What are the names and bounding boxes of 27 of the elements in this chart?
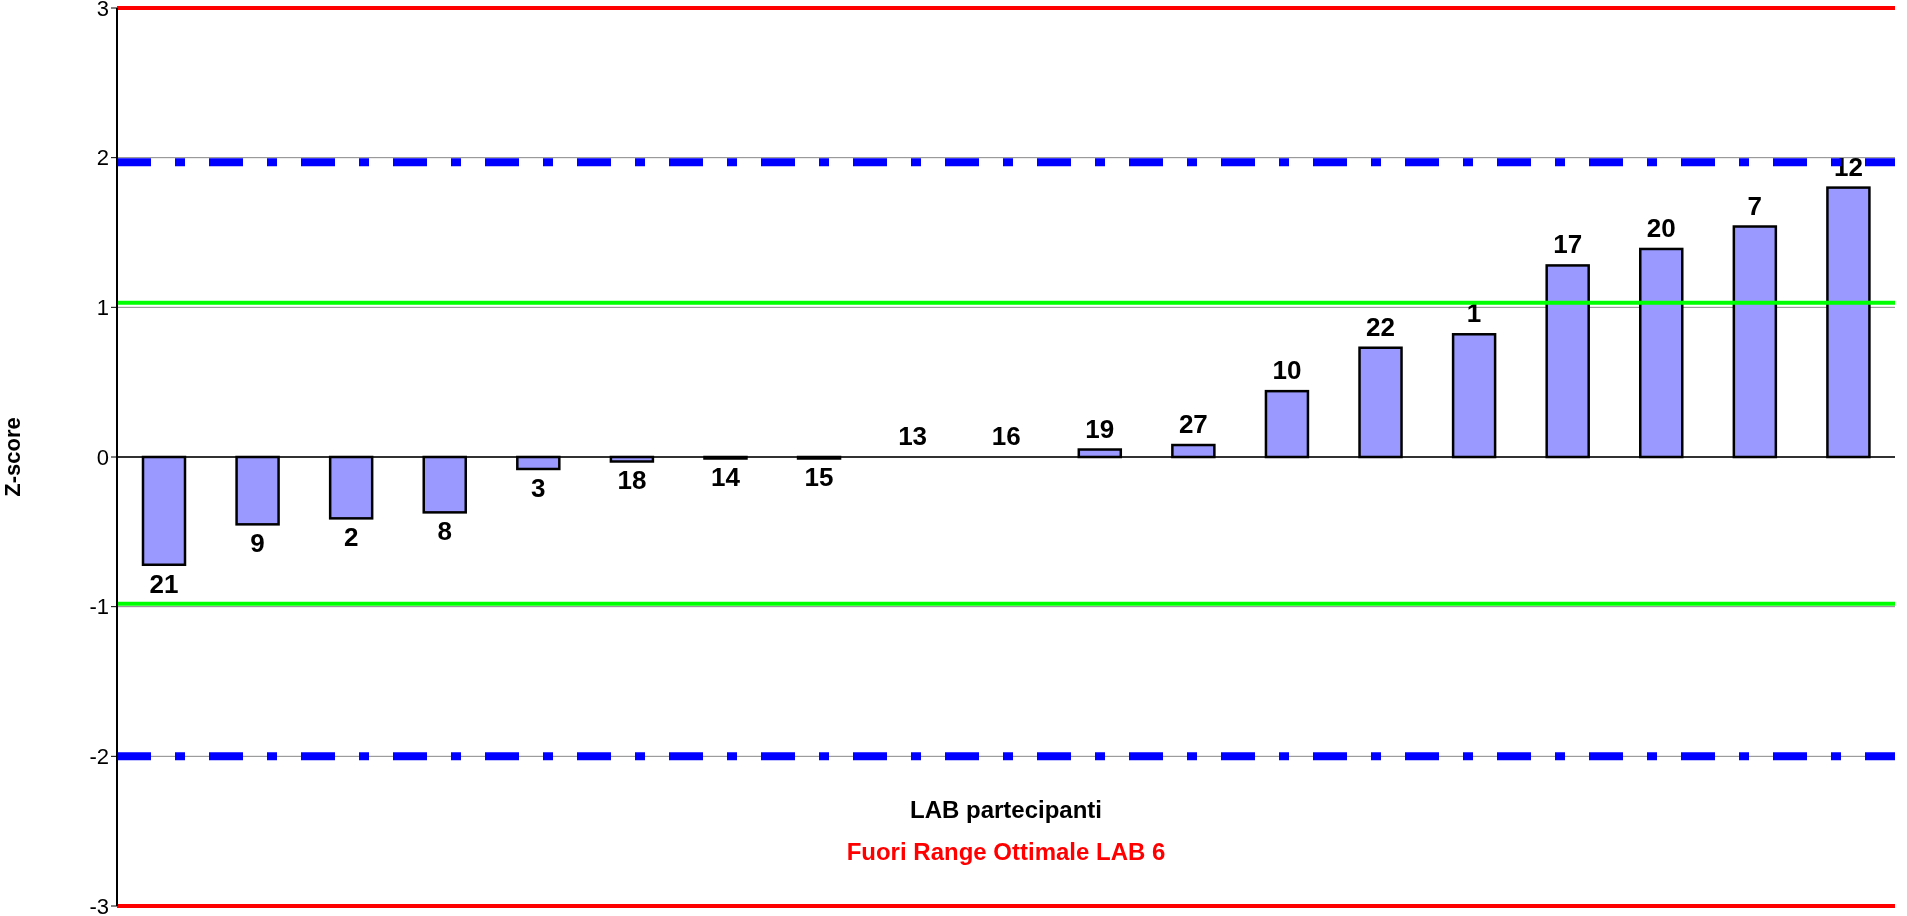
y-tick-label: -1 [89, 594, 109, 620]
y-axis-title: Z-score [0, 417, 25, 497]
x-tick-label: 9 [250, 528, 265, 559]
x-tick-label: 21 [149, 568, 179, 599]
y-tick-label: 2 [96, 145, 109, 171]
x-tick-label: 14 [711, 462, 741, 493]
x-axis-title: LAB partecipanti [909, 795, 1103, 824]
x-tick-label: 27 [1178, 409, 1208, 440]
y-tick-label: 0 [96, 444, 109, 470]
x-tick-label: 17 [1553, 229, 1583, 260]
y-tick-label: -3 [89, 893, 109, 916]
y-tick-label: 1 [96, 295, 109, 321]
x-tick-label: 22 [1366, 311, 1395, 342]
x-tick-label: 10 [1272, 355, 1302, 386]
x-tick-label: 18 [617, 465, 647, 496]
x-tick-label: 20 [1646, 212, 1676, 243]
y-tick-label: 3 [96, 0, 109, 21]
x-tick-label: 8 [437, 516, 452, 547]
y-tick-label: -2 [89, 744, 109, 770]
x-tick-label: 15 [804, 462, 834, 493]
x-tick-label: 7 [1747, 190, 1763, 221]
annotation: Fuori Range Ottimale LAB 6 [845, 837, 1167, 866]
x-tick-label: 3 [531, 472, 546, 503]
x-tick-label: 2 [343, 522, 359, 553]
x-tick-label: 19 [1085, 413, 1115, 444]
x-tick-label: 16 [991, 421, 1021, 451]
x-tick-label: 13 [898, 421, 928, 451]
